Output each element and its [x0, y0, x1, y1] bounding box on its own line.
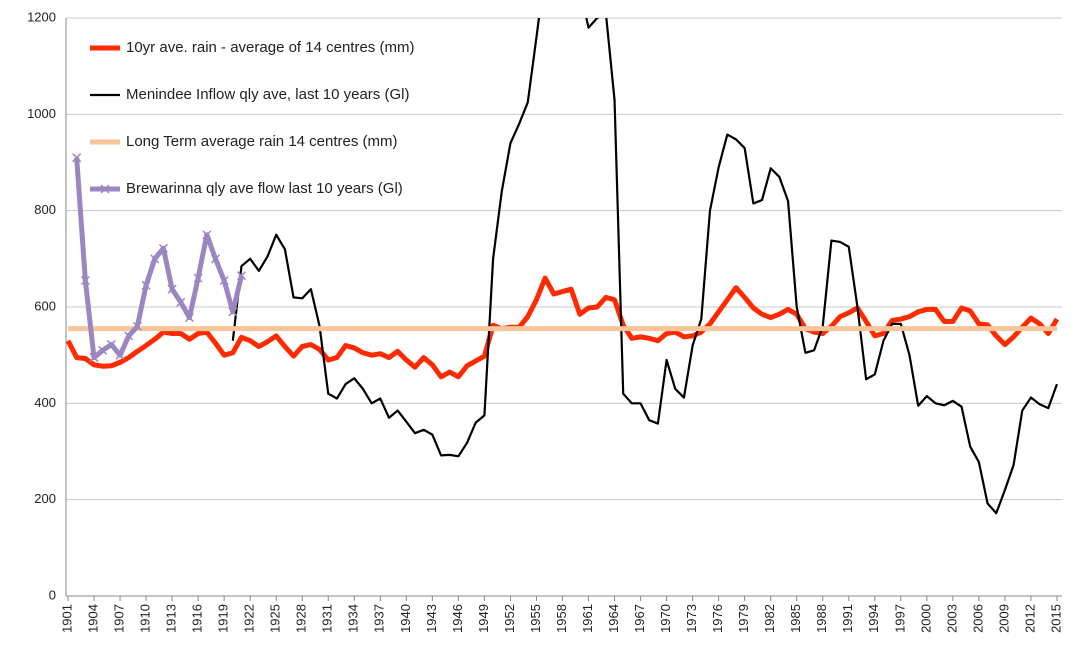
x-tick-label: 1925: [268, 604, 283, 633]
series-line: [231, 18, 1059, 515]
point-marker: [124, 331, 134, 341]
point-marker: [141, 280, 151, 290]
x-tick-label: 1913: [164, 604, 179, 633]
x-tick-label: 1979: [736, 604, 751, 633]
point-marker: [80, 275, 90, 286]
point-marker: [228, 307, 238, 317]
x-tick-label: 1946: [450, 604, 465, 633]
x-tick-label: 1949: [476, 604, 491, 633]
x-tick-label: 1952: [502, 604, 517, 633]
y-tick-label: 1000: [27, 106, 56, 121]
point-marker: [98, 345, 108, 355]
x-tick-label: 1976: [710, 604, 725, 633]
x-tick-label: 1934: [346, 604, 361, 633]
point-marker: [167, 284, 177, 294]
x-tick-label: 1991: [840, 604, 855, 633]
x-tick-label: 1967: [632, 604, 647, 633]
y-tick-label: 400: [34, 395, 56, 410]
x-tick-label: 1907: [111, 604, 126, 633]
x-tick-label: 1994: [866, 604, 881, 633]
x-tick-label: 1988: [814, 604, 829, 633]
x-tick-label: 2000: [918, 604, 933, 633]
point-marker: [132, 321, 142, 331]
point-marker: [158, 243, 168, 253]
point-marker: [89, 353, 99, 363]
point-marker: [236, 271, 247, 281]
x-tick-label: 1901: [59, 604, 74, 633]
point-marker: [210, 254, 221, 264]
x-tick-label: 1997: [892, 604, 907, 633]
point-marker: [72, 153, 82, 163]
x-tick-label: 1910: [138, 604, 153, 633]
x-tick-label: 1931: [320, 604, 335, 633]
x-tick-label: 2009: [996, 604, 1011, 633]
legend-marker: [100, 184, 110, 194]
x-tick-label: 1916: [190, 604, 205, 633]
x-tick-label: 1937: [372, 604, 387, 633]
legend-label: Long Term average rain 14 centres (mm): [126, 133, 398, 150]
legend-label: Menindee Inflow qly ave, last 10 years (…: [126, 86, 409, 103]
point-marker: [115, 350, 125, 360]
x-tick-label: 1919: [216, 604, 231, 633]
point-marker: [219, 275, 229, 286]
point-marker: [176, 297, 186, 307]
x-tick-label: 1982: [762, 604, 777, 633]
x-tick-label: 1922: [242, 604, 257, 633]
x-tick-label: 2015: [1048, 604, 1063, 633]
x-tick-label: 1958: [554, 604, 569, 633]
x-tick-label: 1940: [398, 604, 413, 633]
y-tick-label: 600: [34, 298, 56, 313]
x-tick-label: 2012: [1022, 604, 1037, 633]
x-tick-label: 1928: [294, 604, 309, 633]
x-tick-label: 1964: [606, 604, 621, 633]
x-tick-label: 1904: [85, 604, 100, 633]
point-marker: [150, 254, 160, 264]
y-tick-label: 200: [34, 491, 56, 506]
point-marker: [106, 340, 116, 350]
y-tick-label: 0: [49, 587, 56, 602]
x-tick-label: 1985: [788, 604, 803, 633]
x-tick-label: 2006: [970, 604, 985, 633]
x-tick-label: 2003: [944, 604, 959, 633]
y-tick-label: 800: [34, 202, 56, 217]
series-line: [66, 275, 1060, 380]
legend-label: 10yr ave. rain - average of 14 centres (…: [126, 39, 414, 56]
x-tick-label: 1955: [528, 604, 543, 633]
point-marker: [193, 273, 203, 283]
x-tick-label: 1943: [424, 604, 439, 633]
point-marker: [202, 230, 212, 240]
point-marker: [184, 313, 194, 323]
x-tick-label: 1970: [658, 604, 673, 633]
x-tick-label: 1961: [580, 604, 595, 633]
legend-label: Brewarinna qly ave flow last 10 years (G…: [126, 180, 403, 197]
x-tick-label: 1973: [684, 604, 699, 633]
y-tick-label: 1200: [27, 9, 56, 24]
